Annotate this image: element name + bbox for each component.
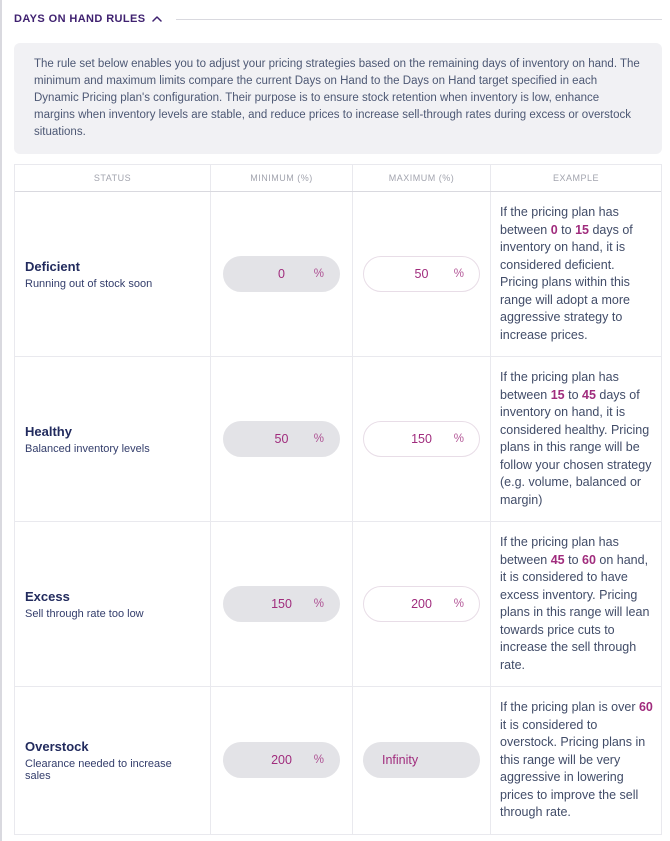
maximum-input[interactable]: 50 % bbox=[363, 256, 480, 292]
table-row: Excess Sell through rate too low 150 % 2… bbox=[15, 522, 661, 687]
minimum-value: 50 bbox=[274, 432, 289, 446]
status-name: Healthy bbox=[25, 423, 72, 439]
minimum-cell: 50 % bbox=[211, 357, 353, 521]
percent-suffix: % bbox=[313, 433, 324, 445]
status-cell: Healthy Balanced inventory levels bbox=[15, 357, 211, 521]
table-header-row: STATUS MINIMUM (%) MAXIMUM (%) EXAMPLE bbox=[15, 165, 661, 192]
column-header-example: EXAMPLE bbox=[552, 173, 600, 183]
column-header-maximum: MAXIMUM (%) bbox=[353, 165, 491, 191]
status-name: Excess bbox=[25, 588, 70, 604]
status-cell: Deficient Running out of stock soon bbox=[15, 192, 211, 356]
example-text: If the pricing plan has between 45 to 60… bbox=[500, 535, 650, 672]
status-description: Balanced inventory levels bbox=[25, 442, 150, 455]
chevron-up-icon[interactable] bbox=[152, 16, 163, 22]
status-cell: Excess Sell through rate too low bbox=[15, 522, 211, 686]
table-row: Deficient Running out of stock soon 0 % … bbox=[15, 192, 661, 357]
header-divider bbox=[176, 18, 662, 20]
maximum-value: 200 bbox=[411, 597, 432, 611]
status-description: Clearance needed to increase sales bbox=[25, 757, 172, 782]
maximum-value: 150 bbox=[411, 432, 432, 446]
column-header-status: STATUS bbox=[15, 165, 211, 191]
column-header-minimum: MINIMUM (%) bbox=[211, 165, 353, 191]
minimum-cell: 150 % bbox=[211, 522, 353, 686]
status-name: Deficient bbox=[25, 258, 80, 274]
minimum-input: 50 % bbox=[223, 421, 340, 457]
maximum-input[interactable]: 200 % bbox=[363, 586, 480, 622]
status-description: Sell through rate too low bbox=[25, 607, 144, 620]
percent-suffix: % bbox=[313, 598, 324, 610]
maximum-input[interactable]: 150 % bbox=[363, 421, 480, 457]
section-title: DAYS ON HAND RULES bbox=[14, 13, 146, 25]
days-on-hand-rules-table: STATUS MINIMUM (%) MAXIMUM (%) EXAMPLE D… bbox=[14, 164, 662, 835]
example-text: If the pricing plan has between 15 to 45… bbox=[500, 370, 652, 507]
table-row: Overstock Clearance needed to increase s… bbox=[15, 687, 661, 834]
minimum-input: 0 % bbox=[223, 256, 340, 292]
rules-description: The rule set below enables you to adjust… bbox=[14, 43, 662, 154]
percent-suffix: % bbox=[313, 754, 324, 767]
table-row: Healthy Balanced inventory levels 50 % 1… bbox=[15, 357, 661, 522]
status-cell: Overstock Clearance needed to increase s… bbox=[15, 687, 211, 834]
percent-suffix: % bbox=[453, 598, 464, 610]
maximum-cell: Infinity bbox=[353, 687, 491, 834]
example-text: If the pricing plan is over 60 it is con… bbox=[500, 700, 653, 819]
table-body: Deficient Running out of stock soon 0 % … bbox=[15, 192, 661, 834]
status-description: Running out of stock soon bbox=[25, 277, 153, 290]
maximum-value: 50 bbox=[414, 267, 429, 281]
example-text: If the pricing plan has between 0 to 15 … bbox=[500, 205, 633, 342]
maximum-cell: 50 % bbox=[353, 192, 491, 356]
minimum-cell: 200 % bbox=[211, 687, 353, 834]
minimum-input: 150 % bbox=[223, 586, 340, 622]
maximum-cell: 150 % bbox=[353, 357, 491, 521]
status-name: Overstock bbox=[25, 738, 89, 754]
minimum-input: 200 % bbox=[223, 742, 340, 779]
maximum-input: Infinity bbox=[363, 742, 480, 779]
percent-suffix: % bbox=[313, 268, 324, 280]
percent-suffix: % bbox=[453, 268, 464, 280]
minimum-cell: 0 % bbox=[211, 192, 353, 356]
minimum-value: 0 bbox=[278, 267, 285, 281]
maximum-value: Infinity bbox=[382, 753, 419, 768]
maximum-cell: 200 % bbox=[353, 522, 491, 686]
minimum-value: 150 bbox=[271, 597, 292, 611]
percent-suffix: % bbox=[453, 433, 464, 445]
panel-left-divider bbox=[0, 0, 2, 841]
section-collapse-header[interactable]: DAYS ON HAND RULES bbox=[14, 8, 662, 30]
